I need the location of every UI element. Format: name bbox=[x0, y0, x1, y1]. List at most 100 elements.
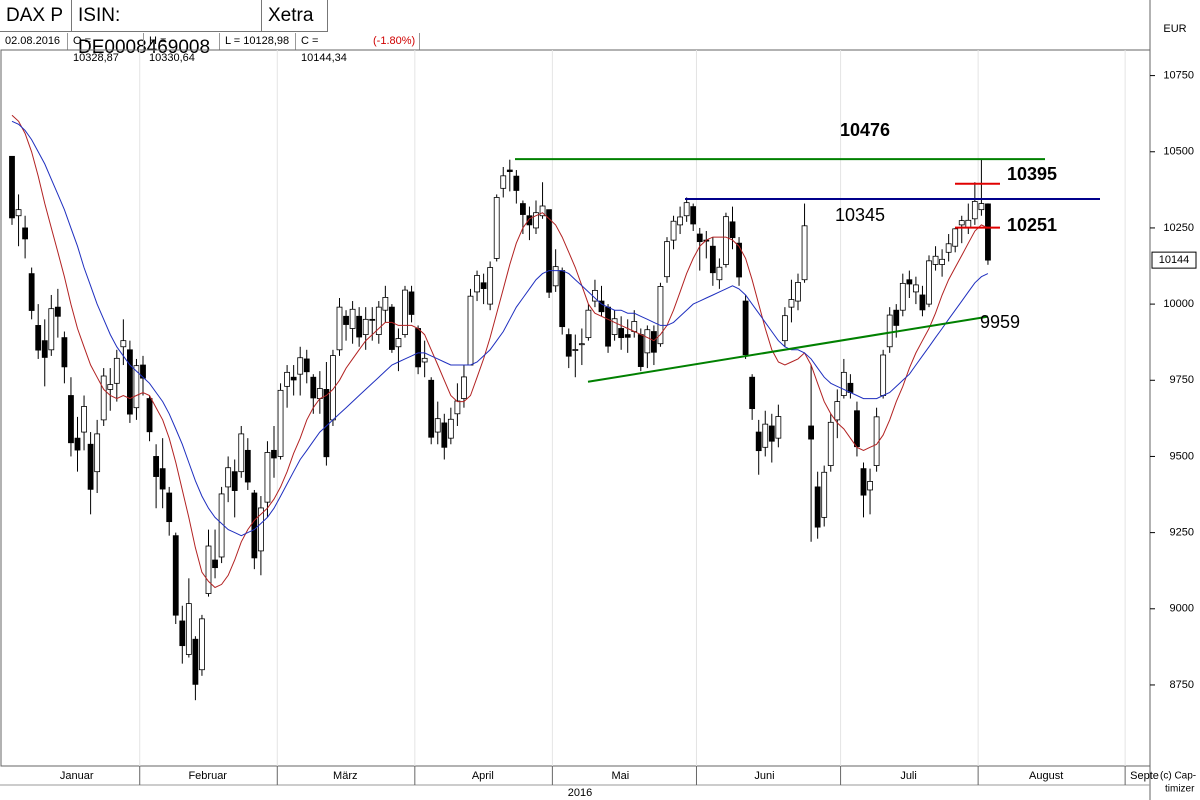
candle-body bbox=[624, 334, 631, 338]
candle-body bbox=[552, 266, 559, 287]
candle-body bbox=[15, 209, 22, 217]
level-label: 10345 bbox=[835, 205, 885, 225]
candle-body bbox=[415, 328, 422, 368]
candle-body bbox=[782, 315, 788, 342]
month-label: Februar bbox=[188, 770, 227, 782]
y-tick-label: 10000 bbox=[1163, 298, 1194, 310]
candle-body bbox=[906, 279, 913, 285]
candle-body bbox=[480, 282, 487, 289]
y-tick-label: 10250 bbox=[1163, 222, 1194, 234]
candle-body bbox=[880, 354, 887, 396]
candle-body bbox=[919, 294, 926, 311]
candle-body bbox=[382, 297, 389, 311]
candle-body bbox=[461, 376, 467, 399]
candle-body bbox=[172, 535, 179, 616]
candle-body bbox=[723, 216, 729, 265]
candle-body bbox=[218, 493, 225, 558]
candle-body bbox=[592, 289, 598, 302]
candle-body bbox=[742, 300, 749, 356]
month-label: März bbox=[333, 770, 357, 782]
candle-body bbox=[827, 421, 834, 466]
candle-body bbox=[48, 308, 55, 351]
candle-body bbox=[985, 203, 991, 261]
candle-body bbox=[467, 295, 474, 366]
candle-body bbox=[775, 416, 782, 439]
candle-body bbox=[9, 155, 15, 219]
candle-body bbox=[349, 308, 356, 329]
change-info: (-1.80%) bbox=[368, 33, 420, 50]
trendline bbox=[587, 315, 989, 383]
month-label: August bbox=[1029, 770, 1063, 782]
candle-body bbox=[808, 425, 814, 440]
candle-body bbox=[729, 221, 736, 239]
candle-body bbox=[120, 340, 127, 348]
candle-body bbox=[605, 306, 611, 347]
candle-body bbox=[945, 243, 952, 253]
last-price-box bbox=[1151, 251, 1197, 269]
candle-body bbox=[388, 306, 395, 350]
candle-body bbox=[284, 371, 291, 387]
candle-body bbox=[500, 175, 507, 189]
candle-body bbox=[749, 376, 756, 410]
copyright: (c) Cap- bbox=[1160, 771, 1196, 782]
candle-body bbox=[696, 233, 703, 243]
candle-body bbox=[441, 422, 448, 448]
candle-body bbox=[873, 416, 880, 466]
candle-body bbox=[166, 492, 173, 523]
y-tick-label: 9250 bbox=[1170, 527, 1194, 539]
candle-body bbox=[762, 423, 769, 448]
candle-body bbox=[290, 376, 297, 381]
candle-body bbox=[854, 410, 860, 448]
candle-body bbox=[513, 175, 520, 191]
candle-body bbox=[683, 202, 690, 217]
candle-body bbox=[690, 206, 697, 225]
last-price-label: 10144 bbox=[1159, 254, 1190, 266]
candle-body bbox=[526, 215, 533, 226]
y-tick-label: 10750 bbox=[1163, 69, 1194, 81]
candle-body bbox=[651, 331, 657, 353]
candle-body bbox=[192, 638, 199, 685]
candle-body bbox=[185, 603, 192, 655]
month-label: Januar bbox=[60, 770, 94, 782]
candle-body bbox=[474, 275, 480, 293]
candle-body bbox=[447, 418, 454, 439]
month-label: Septe bbox=[1130, 770, 1159, 782]
candle-body bbox=[533, 212, 539, 229]
candle-body bbox=[493, 197, 500, 259]
candle-body bbox=[834, 401, 841, 421]
candle-body bbox=[546, 209, 552, 293]
level-label: 10476 bbox=[840, 120, 890, 140]
candle-body bbox=[402, 289, 408, 335]
candle-body bbox=[231, 471, 238, 491]
candle-body bbox=[74, 437, 81, 451]
date: 02.08.2016 bbox=[0, 33, 68, 50]
copyright: timizer bbox=[1165, 784, 1195, 795]
candle-body bbox=[428, 379, 435, 438]
candle-body bbox=[598, 300, 605, 313]
high-info: H = 10330,64 bbox=[144, 33, 220, 64]
close-info: C = 10144,34 bbox=[301, 35, 347, 64]
candle-body bbox=[35, 325, 42, 351]
candle-body bbox=[251, 492, 258, 559]
candle-body bbox=[971, 201, 978, 220]
candle-body bbox=[559, 270, 566, 328]
plot-frame bbox=[0, 49, 1151, 767]
candle-body bbox=[926, 260, 932, 305]
candle-body bbox=[847, 382, 854, 393]
candle-body bbox=[22, 227, 29, 240]
candle-body bbox=[87, 443, 94, 490]
candle-body bbox=[159, 468, 166, 490]
candle-body bbox=[68, 395, 74, 444]
candle-body bbox=[54, 306, 61, 317]
candle-body bbox=[755, 431, 762, 452]
month-label: Juni bbox=[754, 770, 774, 782]
candle-body bbox=[821, 471, 828, 518]
candle-body bbox=[664, 241, 670, 278]
candle-body bbox=[893, 309, 900, 326]
candle-body bbox=[958, 220, 965, 226]
year-label: 2016 bbox=[568, 787, 592, 799]
candle-body bbox=[356, 315, 363, 338]
y-tick-label: 9500 bbox=[1170, 450, 1194, 462]
candle-body bbox=[421, 357, 428, 363]
